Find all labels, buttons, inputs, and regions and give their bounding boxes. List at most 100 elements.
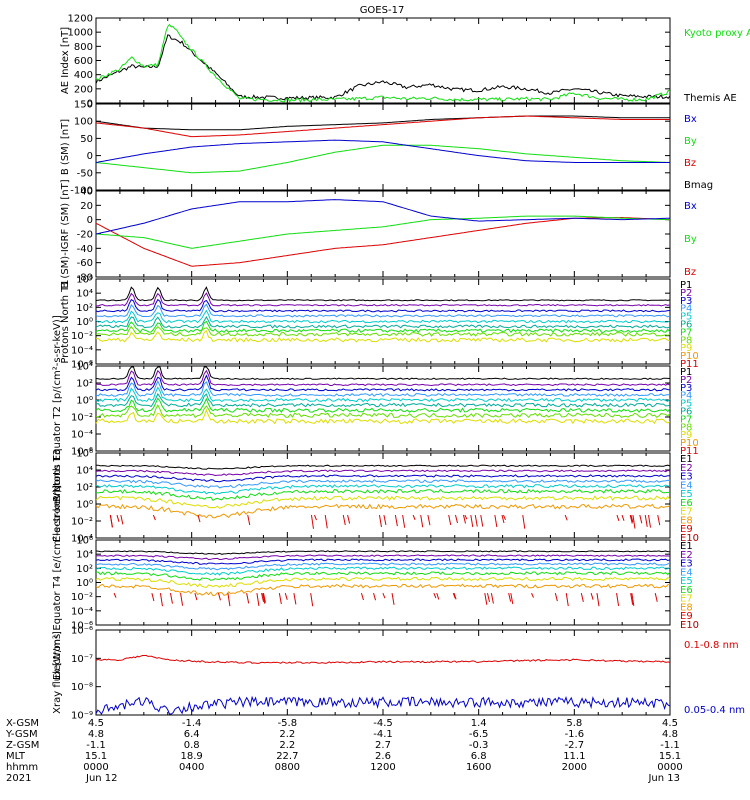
y-tick-label: 10⁻⁷ xyxy=(71,654,93,665)
flux-dropout xyxy=(436,592,440,600)
legend-entry: E3 xyxy=(680,559,693,570)
legend-entry: Bz xyxy=(684,158,696,169)
flux-line xyxy=(95,488,670,501)
flux-dropout xyxy=(360,592,364,601)
flux-dropout xyxy=(262,593,266,604)
ephemeris-value: -0.3 xyxy=(469,740,489,751)
ephemeris-row-label: MLT xyxy=(6,751,26,762)
ephemeris-value: 2.2 xyxy=(279,729,295,740)
flux-dropout xyxy=(455,514,458,524)
ephemeris-value: 1200 xyxy=(370,762,395,773)
y-axis-label: Electrons Equator T4 [e/(cm²-s-sr-keV)] xyxy=(52,485,63,680)
y-tick-label: 10⁻⁴ xyxy=(71,606,93,617)
flux-dropout xyxy=(508,593,512,602)
ephemeris-value: 1.4 xyxy=(471,718,487,729)
flux-dropout xyxy=(462,514,466,524)
flux-dropout xyxy=(310,514,314,529)
y-tick-label: -100 xyxy=(70,186,93,197)
legend-entry: Bmag xyxy=(684,180,713,191)
flux-dropout xyxy=(159,593,163,607)
y-tick-label: 10⁻⁶ xyxy=(71,447,93,458)
legend-entry: E10 xyxy=(680,620,699,631)
legend-entry: E7 xyxy=(680,507,693,518)
y-tick-label: 10⁰ xyxy=(76,396,93,407)
flux-line xyxy=(96,292,671,307)
ephemeris-table: X-GSM 4.5 -1.4 -5.8 -4.5 1.4 5.8 4.5 Y-GSM 4.8 6.4… xyxy=(5,718,683,784)
y-tick-label: 200 xyxy=(74,84,93,95)
y-tick-label: 10⁻⁶ xyxy=(71,621,93,632)
ephemeris-row-label: 2021 xyxy=(6,773,31,784)
flux-line xyxy=(95,325,671,337)
legend-entry: P1 xyxy=(680,367,692,378)
legend-entry: P4 xyxy=(680,304,692,315)
flux-dropout xyxy=(554,593,558,602)
ephemeris-value: 0000 xyxy=(83,762,108,773)
ephemeris-value: -2.7 xyxy=(565,740,585,751)
flux-line xyxy=(95,286,671,302)
flux-dropout xyxy=(151,593,155,602)
ephemeris-value: 4.8 xyxy=(662,729,678,740)
flux-dropout xyxy=(382,592,386,599)
flux-dropout xyxy=(630,514,634,523)
legend-entry: P4 xyxy=(680,391,692,402)
ephemeris-value: Jun 12 xyxy=(85,773,118,784)
legend-entry: P7 xyxy=(680,414,692,425)
y-tick-label: 1000 xyxy=(68,28,93,39)
ephemeris-value: 4.5 xyxy=(662,718,678,729)
y-tick-label: 40 xyxy=(80,187,93,198)
ephemeris-value: 1600 xyxy=(466,762,491,773)
ephemeris-value: -4.5 xyxy=(373,718,393,729)
flux-dropout xyxy=(464,514,468,520)
series-line xyxy=(95,139,670,163)
flux-dropout xyxy=(490,593,494,604)
flux-line xyxy=(95,408,671,425)
ephemeris-value: Jun 13 xyxy=(647,773,680,784)
y-axis-label: Protons North T1 xyxy=(60,279,71,363)
flux-dropout xyxy=(116,514,120,522)
flux-line xyxy=(95,469,671,477)
legend-entry: Bz xyxy=(684,267,696,278)
legend-entry: P5 xyxy=(680,399,692,410)
flux-dropout xyxy=(284,592,288,600)
flux-dropout xyxy=(109,514,113,528)
flux-dropout xyxy=(227,593,231,607)
series-line xyxy=(95,695,671,715)
legend-entry: P11 xyxy=(680,446,699,457)
legend-entry: E5 xyxy=(680,576,693,587)
y-tick-label: 10⁻² xyxy=(71,517,93,528)
legend-entry: P6 xyxy=(680,320,692,331)
y-tick-label: -20 xyxy=(77,230,93,241)
ephemeris-value: -1.1 xyxy=(86,740,106,751)
y-tick-label: -60 xyxy=(77,258,93,269)
flux-dropout xyxy=(217,592,221,601)
series-line xyxy=(95,115,670,131)
ephemeris-value: -1.4 xyxy=(182,718,202,729)
y-tick-label: 10⁶ xyxy=(76,275,93,286)
y-tick-label: 10⁻⁹ xyxy=(71,711,93,722)
flux-line xyxy=(95,554,671,561)
legend-entry: E4 xyxy=(680,480,693,491)
ephemeris-value: 0400 xyxy=(179,762,204,773)
y-tick-label: 10⁴ xyxy=(76,466,93,477)
y-tick-label: 10⁻⁴ xyxy=(71,345,93,356)
legend-entry: Bx xyxy=(684,114,697,125)
y-tick-label: 600 xyxy=(74,56,93,67)
y-tick-label: 1200 xyxy=(68,14,93,25)
ephemeris-row-label: X-GSM xyxy=(6,718,39,729)
y-tick-label: 10² xyxy=(76,379,93,390)
ephemeris-value: -1.1 xyxy=(660,740,680,751)
y-tick-label: 10⁻⁶ xyxy=(71,360,93,371)
ephemeris-value: 15.1 xyxy=(85,751,107,762)
y-tick-label: 10⁰ xyxy=(76,500,93,511)
flux-dropout xyxy=(448,514,452,526)
ephemeris-value: 2.6 xyxy=(375,751,391,762)
ephemeris-value: 0.8 xyxy=(184,740,200,751)
panel-frame xyxy=(95,17,671,104)
y-tick-label: 100 xyxy=(74,117,93,128)
flux-dropout xyxy=(152,514,156,521)
ephemeris-value: 5.8 xyxy=(566,718,582,729)
y-tick-label: 10⁻⁸ xyxy=(71,682,93,693)
legend-entry: P8 xyxy=(680,335,692,346)
series-line xyxy=(95,144,671,174)
